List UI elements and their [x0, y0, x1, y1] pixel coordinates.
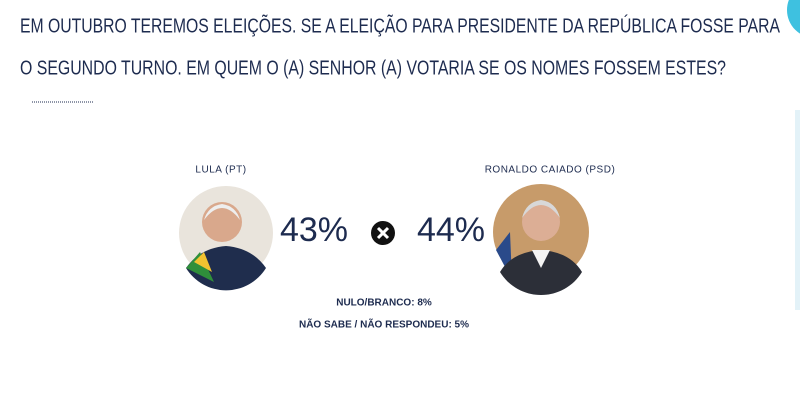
candidate-photo [179, 186, 273, 291]
versus-icon [371, 221, 395, 245]
candidate-photo [493, 184, 589, 296]
candidate-percent: 44% [417, 211, 485, 249]
other-result: NÃO SABE / NÃO RESPONDEU: 5% [299, 318, 469, 331]
candidate-name: LULA (PT) [195, 165, 246, 176]
question-line: O SEGUNDO TURNO. EM QUEM O (A) SENHOR (A… [20, 57, 726, 79]
edge-decoration [795, 110, 800, 310]
question-line: EM OUTUBRO TEREMOS ELEIÇÕES. SE A ELEIÇÃ… [20, 13, 781, 37]
candidate-name: RONALDO CAIADO (PSD) [485, 165, 616, 176]
other-result: NULO/BRANCO: 8% [336, 298, 432, 309]
corner-decoration [787, 0, 800, 34]
candidate-percent: 43% [280, 211, 348, 249]
